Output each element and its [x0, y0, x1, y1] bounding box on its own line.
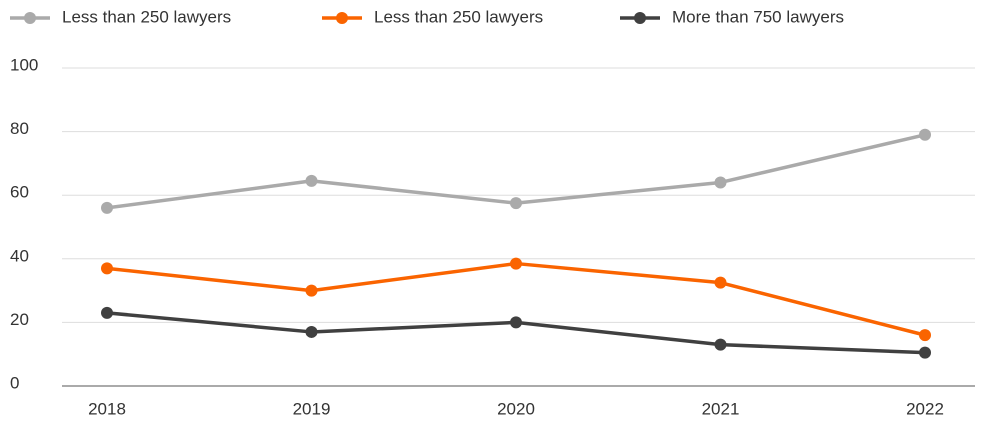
- point: [919, 329, 931, 342]
- legend-marker: [24, 12, 36, 24]
- point: [919, 346, 931, 359]
- point: [919, 128, 931, 141]
- point: [714, 276, 727, 289]
- legend-marker: [634, 12, 646, 24]
- y-tick-label: 100: [10, 55, 38, 74]
- x-tick-label: 2022: [906, 399, 944, 418]
- point: [714, 176, 727, 189]
- y-tick-label: 0: [10, 373, 19, 392]
- point: [510, 316, 522, 329]
- series-line: [106, 133, 926, 210]
- point: [305, 174, 318, 187]
- x-tick-label: 2019: [293, 399, 331, 418]
- point: [510, 197, 522, 210]
- x-tick-label: 2020: [497, 399, 535, 418]
- y-tick-label: 20: [10, 310, 29, 329]
- y-tick-label: 60: [10, 183, 29, 202]
- point: [305, 284, 318, 297]
- point: [101, 201, 113, 214]
- point: [305, 325, 318, 338]
- legend-label: More than 750 lawyers: [672, 7, 844, 26]
- point: [714, 338, 727, 351]
- point: [101, 306, 113, 319]
- x-tick-label: 2018: [88, 399, 126, 418]
- legend-label: Less than 250 lawyers: [374, 7, 543, 26]
- legend-label: Less than 250 lawyers: [62, 7, 231, 26]
- x-tick-label: 2021: [702, 399, 740, 418]
- y-tick-label: 80: [10, 119, 29, 138]
- legend-marker: [336, 12, 348, 24]
- point: [101, 262, 113, 275]
- y-tick-label: 40: [10, 246, 29, 265]
- point: [510, 257, 522, 270]
